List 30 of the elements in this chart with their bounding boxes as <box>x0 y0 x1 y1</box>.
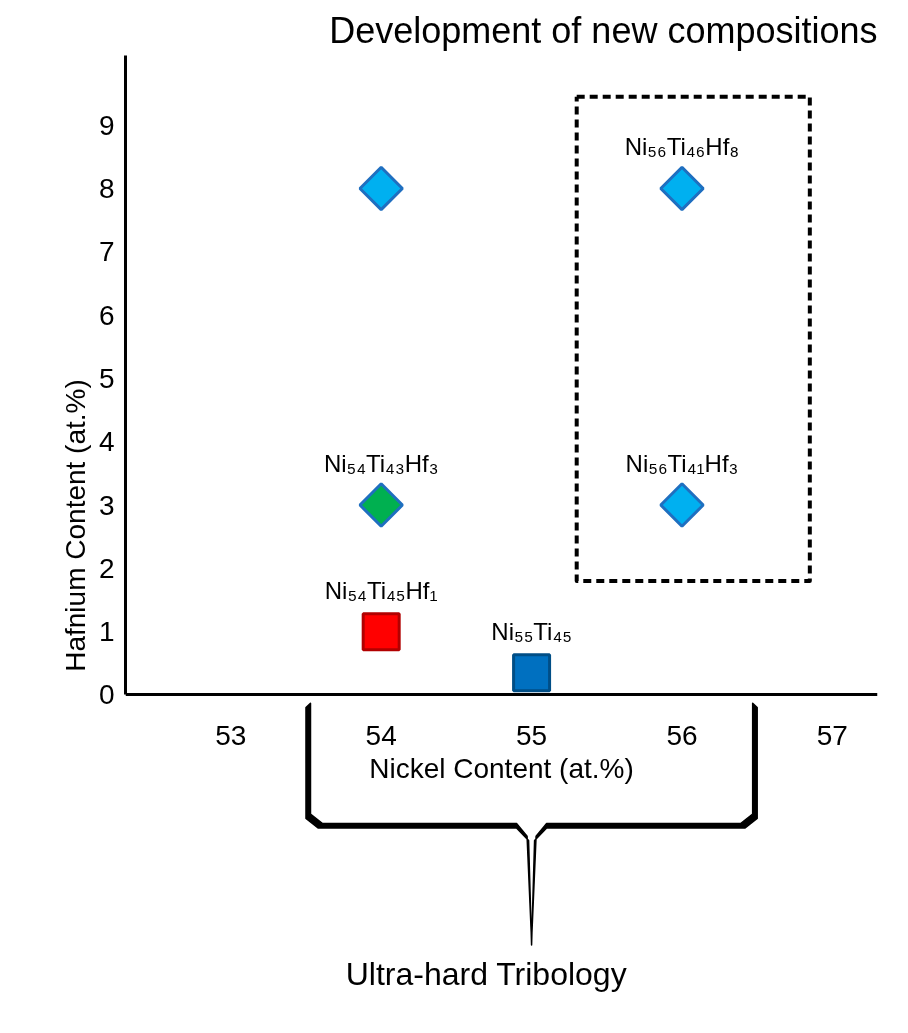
y-tick-label: 0 <box>98 679 115 711</box>
y-axis-title: Hafnium Content (at.%) <box>59 379 91 672</box>
series-label: Ni₅₅Ti₄₅ <box>491 617 572 645</box>
point <box>361 612 401 652</box>
y-tick-label: 8 <box>98 172 115 204</box>
series-label: Ni₅₄Ti₄₃Hf₃ <box>323 450 439 478</box>
x-tick-label: 57 <box>816 719 848 751</box>
point <box>512 653 552 693</box>
text: Ultra-hard Tribology <box>345 955 627 992</box>
x-tick-label: 54 <box>365 719 397 751</box>
y-tick-label: 3 <box>98 489 115 521</box>
point <box>659 482 705 528</box>
y-tick-label: 9 <box>98 109 115 141</box>
y-tick-label: 2 <box>98 552 115 584</box>
series-label: Ni₅₄Ti₄₅Hf₁ <box>324 576 438 604</box>
point <box>358 165 404 212</box>
y-tick-label: 1 <box>98 616 115 648</box>
y-tick-label: 7 <box>98 236 115 268</box>
chart-title: Development of new compositions <box>329 9 878 51</box>
y-tick-label: 4 <box>98 426 115 458</box>
series-label: Ni₅₆Ti₄₆Hf₈ <box>624 133 740 161</box>
point <box>659 165 705 212</box>
x-tick-label: 55 <box>516 719 548 751</box>
x-axis-title: Nickel Content (at.%) <box>369 752 634 784</box>
y-tick-label: 5 <box>98 362 115 394</box>
series-label: Ni₅₆Ti₄₁Hf₃ <box>625 450 739 478</box>
x-tick-label: 56 <box>666 719 698 751</box>
y-tick-label: 6 <box>98 299 115 331</box>
point <box>358 482 404 528</box>
x-tick-label: 53 <box>215 719 247 751</box>
